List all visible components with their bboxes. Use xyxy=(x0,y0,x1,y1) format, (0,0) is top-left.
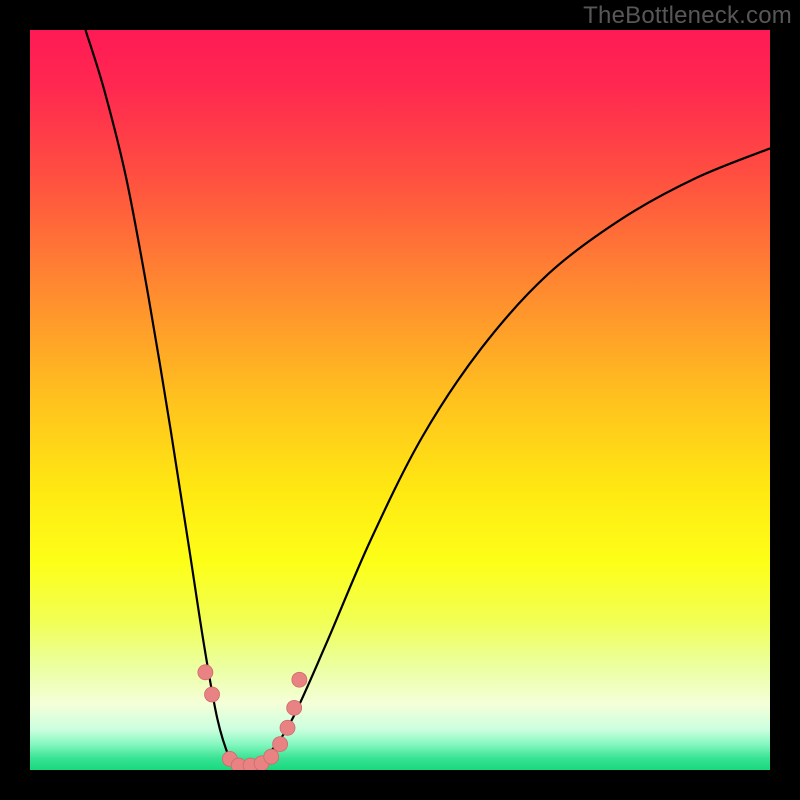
watermark-text: TheBottleneck.com xyxy=(583,2,792,30)
curve-marker xyxy=(273,737,288,752)
chart-frame: TheBottleneck.com xyxy=(0,0,800,800)
bottleneck-curve-chart xyxy=(0,0,800,800)
curve-marker xyxy=(198,665,213,680)
curve-marker xyxy=(280,720,295,735)
curve-marker xyxy=(264,749,279,764)
curve-marker xyxy=(287,700,302,715)
gradient-background xyxy=(30,30,770,770)
curve-marker xyxy=(205,687,220,702)
curve-marker xyxy=(292,672,307,687)
